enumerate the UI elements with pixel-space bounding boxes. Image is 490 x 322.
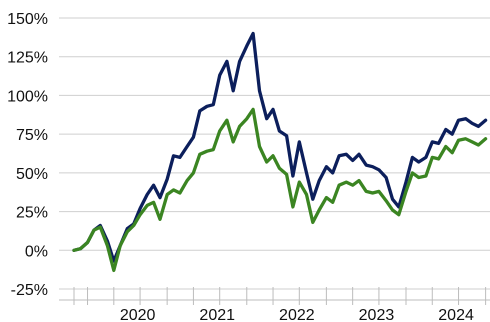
x-tick-label: 2020 [120, 307, 156, 322]
y-tick-label: 50% [16, 166, 48, 183]
x-axis-tick-labels: 2020 2021 2022 2023 2024 [120, 307, 474, 322]
y-tick-label: 125% [7, 50, 48, 67]
x-tick-label: 2023 [359, 307, 395, 322]
x-tick-label: 2024 [438, 307, 474, 322]
y-tick-label: 150% [7, 11, 48, 28]
x-tick-label: 2021 [199, 307, 235, 322]
y-tick-label: 100% [7, 88, 48, 105]
series-lines [72, 31, 488, 273]
y-tick-label: 0% [25, 243, 48, 260]
y-tick-label: 25% [16, 205, 48, 222]
y-tick-label: 75% [16, 127, 48, 144]
y-axis-tick-labels: 150% 125% 100% 75% 50% 25% 0% -25% [7, 11, 48, 299]
y-tick-label: -25% [11, 282, 48, 299]
gridlines [59, 17, 490, 290]
series-line-green [72, 107, 488, 273]
x-axis [59, 287, 490, 305]
x-tick-label: 2022 [279, 307, 315, 322]
series-line-navy [72, 31, 488, 263]
